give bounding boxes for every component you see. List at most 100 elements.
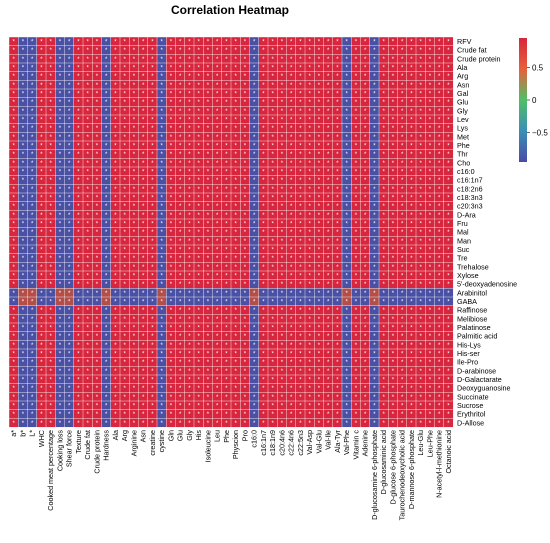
y-tick-label: D-Galactarate (457, 375, 502, 384)
cell-annotation: * (49, 66, 52, 72)
y-tick-label: c16:1n7 (457, 176, 483, 185)
cell-annotation: * (429, 83, 432, 89)
cell-annotation: * (410, 109, 413, 115)
x-tick-label: N-acetyl-l-methionine (435, 430, 444, 498)
y-tick-label: Sucrose (457, 401, 483, 410)
cell-annotation: * (216, 118, 219, 124)
cell-annotation: * (364, 109, 367, 115)
cell-annotation: * (40, 92, 43, 98)
x-tick-label: Leu-Glu (416, 430, 425, 456)
x-tick-label: Crude fat (83, 430, 92, 460)
cell-annotation: * (262, 83, 265, 89)
cell-annotation: * (290, 100, 293, 106)
cell-annotation: * (12, 57, 15, 63)
cell-annotation: * (281, 57, 284, 63)
cell-annotation: * (179, 74, 182, 80)
y-tick-label: Glu (457, 98, 468, 107)
cell-annotation: * (68, 100, 71, 106)
cell-annotation: * (299, 66, 302, 72)
cell-annotation: * (364, 48, 367, 54)
x-tick-label: creatine (148, 430, 157, 456)
y-tick-label: Raffinose (457, 306, 487, 315)
cell-annotation: * (299, 40, 302, 46)
cell-annotation: * (290, 57, 293, 63)
cell-annotation: * (114, 83, 117, 89)
cell-annotation: * (419, 48, 422, 54)
cell-annotation: * (216, 109, 219, 115)
cell-annotation: * (77, 40, 80, 46)
cell-annotation: * (133, 118, 136, 124)
cell-annotation: * (96, 100, 99, 106)
cell-annotation: * (373, 109, 376, 115)
cell-annotation: * (253, 40, 256, 46)
x-tick-label: Pro (240, 430, 249, 441)
colorbar-tick-label: 0 (532, 96, 537, 105)
cell-annotation: * (225, 66, 228, 72)
cell-annotation: * (197, 48, 200, 54)
cell-annotation: * (40, 74, 43, 80)
cell-annotation: * (244, 57, 247, 63)
cell-annotation: * (262, 40, 265, 46)
cell-annotation: * (179, 48, 182, 54)
cell-annotation: * (216, 74, 219, 80)
cell-annotation: * (373, 48, 376, 54)
cell-annotation: * (197, 57, 200, 63)
cell-annotation: * (318, 109, 321, 115)
cell-annotation: * (160, 109, 163, 115)
y-tick-label: RFV (457, 37, 472, 46)
cell-annotation: * (31, 57, 34, 63)
y-tick-label: Deoxyguanosine (457, 384, 511, 393)
cell-annotation: * (271, 109, 274, 115)
cell-annotation: * (22, 100, 25, 106)
x-tick-label: Arginine (129, 430, 138, 456)
y-tick-label: c18:3n3 (457, 193, 483, 202)
cell-annotation: * (225, 109, 228, 115)
cell-annotation: * (216, 48, 219, 54)
cell-annotation: * (170, 92, 173, 98)
cell-annotation: * (86, 74, 89, 80)
cell-annotation: * (318, 92, 321, 98)
cell-annotation: * (244, 92, 247, 98)
x-tick-label: His (194, 430, 203, 441)
cell-annotation: * (253, 57, 256, 63)
y-tick-label: Asn (457, 80, 469, 89)
cell-annotation: * (188, 109, 191, 115)
cell-annotation: * (142, 100, 145, 106)
cell-annotation: * (392, 48, 395, 54)
cell-annotation: * (373, 74, 376, 80)
cell-annotation: * (410, 66, 413, 72)
cell-annotation: * (355, 109, 358, 115)
cell-annotation: * (96, 48, 99, 54)
x-tick-label: Arg (120, 430, 129, 441)
cell-annotation: * (160, 57, 163, 63)
cell-annotation: * (133, 74, 136, 80)
cell-annotation: * (438, 92, 441, 98)
cell-annotation: * (262, 48, 265, 54)
cell-annotation: * (225, 40, 228, 46)
cell-annotation: * (12, 48, 15, 54)
x-tick-label: WHC (37, 430, 46, 447)
cell-annotation: * (77, 48, 80, 54)
cell-annotation: * (68, 66, 71, 72)
cell-annotation: * (96, 83, 99, 89)
y-tick-label: Tre (457, 254, 468, 263)
cell-annotation: * (299, 48, 302, 54)
x-tick-label: L* (28, 430, 37, 437)
cell-annotation: * (429, 40, 432, 46)
colorbar: 0.5 0 −0.5 (519, 38, 548, 162)
cell-annotation: * (49, 83, 52, 89)
cell-annotation: * (373, 66, 376, 72)
cell-annotation: * (336, 109, 339, 115)
cell-annotation: * (410, 100, 413, 106)
cell-annotation: * (382, 100, 385, 106)
x-tick-label: D-glucosaminic acid (379, 430, 388, 494)
cell-annotation: * (207, 100, 210, 106)
cell-annotation: * (271, 66, 274, 72)
y-tick-label: c20:3n3 (457, 202, 483, 211)
cell-annotation: * (447, 48, 450, 54)
cell-annotation: * (244, 66, 247, 72)
cell-annotation: * (49, 40, 52, 46)
cell-annotation: * (31, 40, 34, 46)
cell-annotation: * (290, 92, 293, 98)
cell-annotation: * (373, 57, 376, 63)
